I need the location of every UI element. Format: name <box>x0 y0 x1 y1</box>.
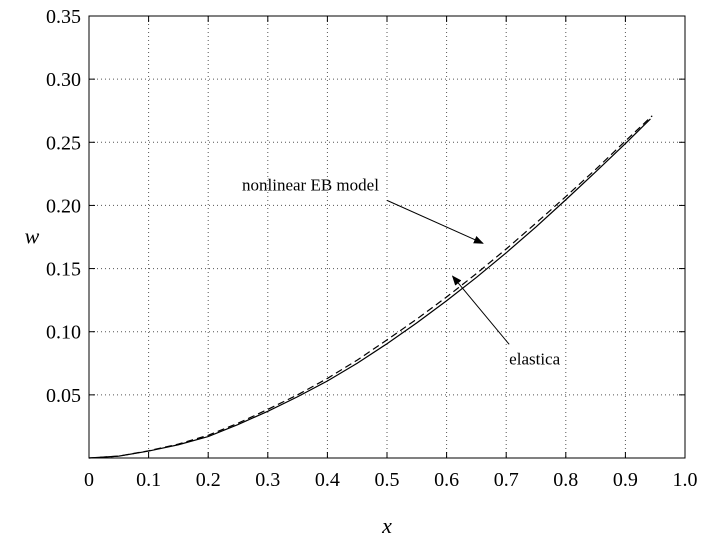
annotation-arrow <box>451 275 510 345</box>
y-tick-label: 0.25 <box>46 132 81 154</box>
x-tick-label: 0.4 <box>315 469 340 491</box>
x-tick-label: 0 <box>84 469 94 491</box>
annotation-arrow <box>386 199 484 244</box>
grid <box>89 16 685 458</box>
annotation-label: elastica <box>509 349 560 368</box>
series-group <box>88 115 653 459</box>
y-tick-label: 0.10 <box>46 322 81 344</box>
annotations: nonlinear EB model elastica <box>242 175 561 368</box>
x-tick-label: 0.5 <box>375 469 400 491</box>
axis-ticks: 0 0.1 0.2 0.3 0.4 0.5 0.6 0.7 0.8 0.9 1.0 0.05 0.10 0… <box>46 6 698 491</box>
y-tick-label: 0.15 <box>46 259 81 281</box>
y-axis-label: w <box>25 224 40 249</box>
x-tick-label: 1.0 <box>673 469 698 491</box>
x-tick-label: 0.7 <box>494 469 519 491</box>
x-tick-label: 0.8 <box>553 469 578 491</box>
y-tick-label: 0.05 <box>46 385 81 407</box>
y-tick-label: 0.30 <box>46 69 81 91</box>
dashed-series-line <box>88 115 653 459</box>
x-tick-label: 0.3 <box>255 469 280 491</box>
x-axis-label: x <box>381 513 392 538</box>
x-tick-label: 0.2 <box>196 469 221 491</box>
solid-series-line <box>88 118 651 459</box>
y-tick-label: 0.35 <box>46 6 81 28</box>
y-tick-label: 0.20 <box>46 195 81 217</box>
x-tick-label: 0.6 <box>434 469 459 491</box>
x-tick-label: 0.9 <box>613 469 638 491</box>
annotation-label: nonlinear EB model <box>242 175 379 194</box>
x-tick-label: 0.1 <box>136 469 161 491</box>
